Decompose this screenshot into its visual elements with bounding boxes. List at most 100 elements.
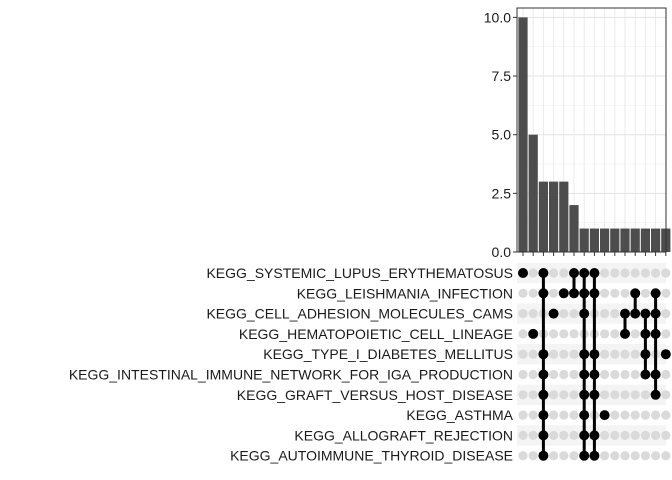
y-tick-label: 5.0 xyxy=(492,127,512,143)
empty-dot xyxy=(549,329,559,339)
empty-dot xyxy=(569,390,579,400)
bar xyxy=(600,228,610,252)
empty-dot xyxy=(559,430,569,440)
member-dot xyxy=(538,410,549,421)
empty-dot xyxy=(569,349,579,359)
member-dot xyxy=(518,268,528,278)
member-dot xyxy=(538,288,549,299)
empty-dot xyxy=(661,329,671,339)
y-tick-label: 10.0 xyxy=(484,9,511,25)
empty-dot xyxy=(559,309,569,319)
empty-dot xyxy=(569,329,579,339)
member-dot xyxy=(538,450,549,461)
empty-dot xyxy=(600,349,610,359)
empty-dot xyxy=(640,451,651,461)
empty-dot xyxy=(620,349,630,359)
member-dot xyxy=(650,308,661,319)
member-dot xyxy=(640,349,651,360)
y-tick-label: 0.0 xyxy=(492,244,512,260)
empty-dot xyxy=(528,430,538,440)
empty-dot xyxy=(600,288,610,298)
member-dot xyxy=(660,349,671,360)
empty-dot xyxy=(600,309,610,319)
empty-dot xyxy=(610,329,620,339)
empty-dot xyxy=(661,451,671,461)
empty-dot xyxy=(549,349,559,359)
bar xyxy=(518,17,528,253)
member-dot xyxy=(528,328,539,339)
empty-dot xyxy=(559,369,569,380)
member-dot xyxy=(579,349,590,360)
empty-dot xyxy=(600,268,610,278)
member-dot xyxy=(538,389,549,400)
empty-dot xyxy=(651,451,661,461)
empty-dot xyxy=(518,430,528,440)
member-dot xyxy=(569,268,579,278)
empty-dot xyxy=(651,430,661,440)
empty-dot xyxy=(528,410,538,420)
empty-dot xyxy=(559,410,569,420)
member-dot xyxy=(630,288,641,299)
empty-dot xyxy=(569,451,579,461)
plot-frame xyxy=(516,7,667,253)
empty-dot xyxy=(528,349,538,359)
empty-dot xyxy=(518,451,528,461)
empty-dot xyxy=(630,268,640,278)
member-dot xyxy=(589,389,600,400)
empty-dot xyxy=(661,369,671,380)
y-tick-label: 2.5 xyxy=(492,185,512,201)
empty-dot xyxy=(518,329,528,339)
set-label: KEGG_ASTHMA xyxy=(406,407,513,423)
empty-dot xyxy=(610,410,620,420)
member-dot xyxy=(548,308,559,319)
empty-dot xyxy=(600,430,610,440)
empty-dot xyxy=(569,430,579,440)
empty-dot xyxy=(600,451,610,461)
set-label: KEGG_CELL_ADHESION_MOLECULES_CAMS xyxy=(206,306,513,322)
member-dot xyxy=(538,268,549,278)
empty-dot xyxy=(640,288,651,298)
member-dot xyxy=(579,268,590,278)
empty-dot xyxy=(610,309,620,319)
member-dot xyxy=(558,288,569,299)
member-dot xyxy=(589,450,600,461)
empty-dot xyxy=(559,349,569,359)
empty-dot xyxy=(620,268,630,278)
bar xyxy=(569,205,579,252)
empty-dot xyxy=(549,390,559,400)
member-dot xyxy=(599,410,610,421)
member-dot xyxy=(620,308,630,319)
empty-dot xyxy=(620,369,630,380)
empty-dot xyxy=(630,451,640,461)
member-dot xyxy=(650,389,661,400)
empty-dot xyxy=(528,288,538,298)
empty-dot xyxy=(518,288,528,298)
empty-dot xyxy=(661,410,671,420)
member-dot xyxy=(538,430,549,441)
member-dot xyxy=(640,308,651,319)
empty-dot xyxy=(661,430,671,440)
intersection-matrix-panel: KEGG_SYSTEMIC_LUPUS_ERYTHEMATOSUS KEGG_LE… xyxy=(69,262,671,464)
empty-dot xyxy=(549,430,559,440)
empty-dot xyxy=(610,430,620,440)
set-label: KEGG_LEISHMANIA_INFECTION xyxy=(297,285,513,301)
member-dot xyxy=(589,430,600,441)
empty-dot xyxy=(651,410,661,420)
empty-dot xyxy=(528,390,538,400)
bar xyxy=(549,181,559,252)
empty-dot xyxy=(549,268,559,278)
empty-dot xyxy=(630,430,640,440)
y-tick-label: 7.5 xyxy=(492,68,512,84)
member-dot xyxy=(589,369,600,380)
set-label: KEGG_AUTOIMMUNE_THYROID_DISEASE xyxy=(230,448,513,464)
empty-dot xyxy=(528,369,538,380)
empty-dot xyxy=(620,390,630,400)
bar xyxy=(610,228,620,252)
empty-dot xyxy=(630,369,640,380)
empty-dot xyxy=(549,288,559,298)
empty-dot xyxy=(518,369,528,380)
empty-dot xyxy=(620,288,630,298)
empty-dot xyxy=(549,410,559,420)
empty-dot xyxy=(630,349,640,359)
